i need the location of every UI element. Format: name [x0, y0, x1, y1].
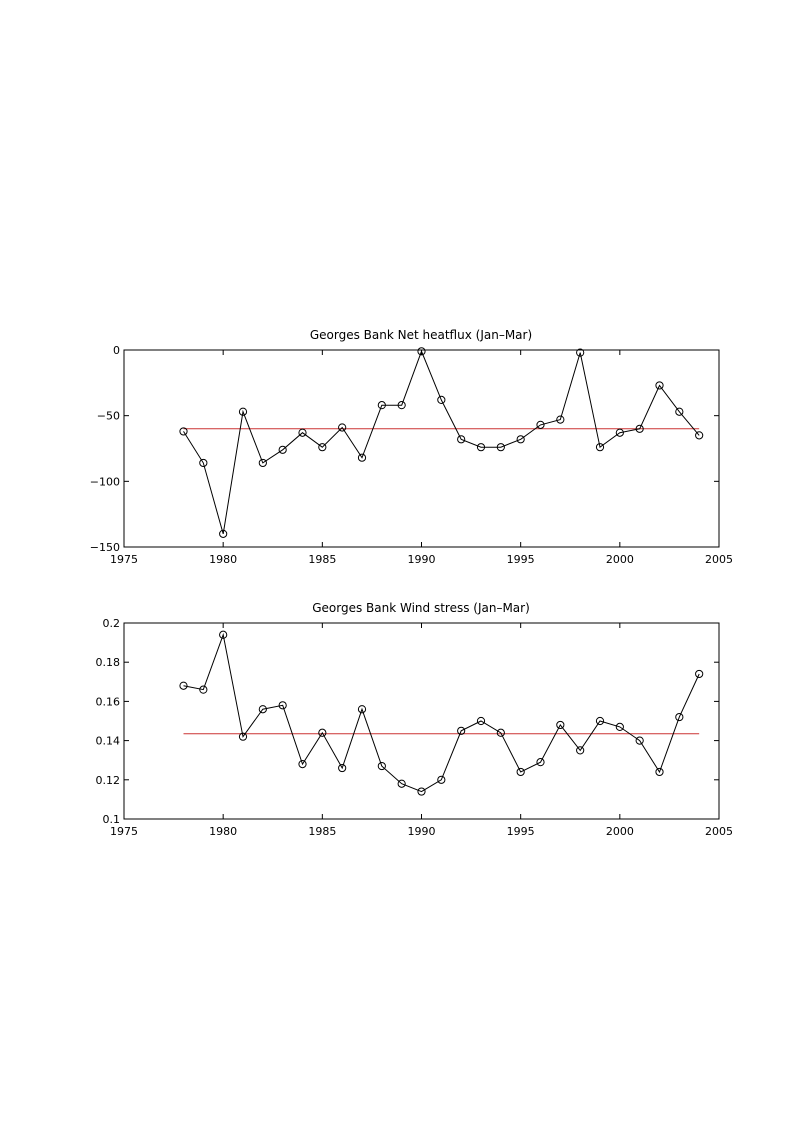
heatflux-data-point [615, 428, 624, 437]
windstress-ytick-label: 0.12 [96, 774, 121, 787]
windstress-data-point [635, 736, 644, 745]
windstress-data-point [595, 716, 605, 726]
heatflux-ytick-label: −50 [97, 410, 120, 423]
windstress-data-point [476, 716, 486, 726]
windstress-axes [123, 622, 720, 820]
heatflux-data-point [457, 435, 466, 444]
heatflux-ytick-label: −150 [90, 541, 120, 554]
windstress-ticks: 1975 1980 1985 1990 1995 2000 2005 0.1 0.12 0.14 0… [96, 617, 734, 838]
heatflux-panel: Georges Bank Net heatflux (Jan–Mar) 1975… [90, 328, 733, 566]
windstress-ytick-label: 0.1 [103, 813, 121, 826]
heatflux-data-point [298, 428, 307, 437]
windstress-xtick-label: 2005 [705, 825, 733, 838]
windstress-data-point [278, 701, 287, 710]
heatflux-data-point [219, 529, 228, 538]
heatflux-xtick-label: 2005 [705, 553, 733, 566]
heatflux-xtick-label: 1975 [110, 553, 138, 566]
heatflux-data-point [595, 443, 605, 452]
windstress-data-point [238, 732, 248, 741]
windstress-data-point [219, 630, 228, 639]
heatflux-data-point [695, 431, 704, 440]
heatflux-data-point [675, 407, 684, 416]
heatflux-series [179, 347, 704, 538]
windstress-ytick-label: 0.2 [103, 617, 121, 630]
heatflux-series-line [183, 349, 700, 535]
windstress-series [179, 630, 704, 796]
heatflux-data-point [516, 435, 525, 444]
windstress-xtick-label: 1990 [408, 825, 436, 838]
windstress-panel: Georges Bank Wind stress (Jan–Mar) 1975 1… [96, 601, 734, 838]
windstress-xtick-label: 1985 [308, 825, 336, 838]
windstress-data-point [556, 720, 565, 730]
windstress-data-point [576, 746, 585, 755]
windstress-data-point [258, 705, 267, 714]
heatflux-data-point [338, 423, 347, 432]
windstress-data-point [516, 767, 525, 777]
windstress-ytick-label: 0.14 [96, 735, 121, 748]
heatflux-data-point [437, 395, 446, 405]
windstress-data-point [675, 712, 684, 722]
heatflux-xtick-label: 2000 [606, 553, 634, 566]
heatflux-xtick-label: 1985 [308, 553, 336, 566]
heatflux-axes [123, 349, 720, 548]
windstress-data-point [397, 779, 406, 788]
windstress-data-point [179, 681, 188, 690]
heatflux-data-point [417, 347, 426, 356]
windstress-title: Georges Bank Wind stress (Jan–Mar) [312, 601, 530, 615]
windstress-data-point [338, 763, 347, 773]
windstress-data-point [318, 728, 327, 737]
windstress-ytick-label: 0.18 [96, 656, 121, 669]
windstress-data-point [496, 728, 505, 737]
windstress-data-point [615, 722, 624, 731]
heatflux-data-point [318, 443, 327, 452]
heatflux-data-point [576, 348, 585, 357]
windstress-data-point [437, 775, 446, 784]
heatflux-ytick-label: 0 [113, 344, 120, 357]
windstress-data-point [199, 685, 208, 694]
windstress-data-point [536, 758, 545, 767]
heatflux-xtick-label: 1990 [408, 553, 436, 566]
windstress-data-point [695, 669, 704, 679]
heatflux-xtick-label: 1980 [209, 553, 237, 566]
heatflux-ytick-label: −100 [90, 475, 120, 488]
heatflux-ticks: 1975 1980 1985 1990 1995 2000 2005 −150 −100 −50 0 [90, 344, 733, 566]
windstress-data-point [298, 760, 307, 769]
windstress-xtick-label: 2000 [606, 825, 634, 838]
heatflux-data-point [258, 458, 267, 468]
heatflux-data-point [556, 415, 565, 424]
windstress-ytick-label: 0.16 [96, 695, 121, 708]
heatflux-data-point [635, 424, 644, 433]
heatflux-data-point [476, 443, 486, 452]
heatflux-xtick-label: 1995 [507, 553, 535, 566]
heatflux-data-point [179, 427, 188, 436]
heatflux-title: Georges Bank Net heatflux (Jan–Mar) [310, 328, 532, 342]
windstress-xtick-label: 1980 [209, 825, 237, 838]
windstress-data-point [377, 761, 386, 771]
windstress-data-point [357, 705, 367, 714]
heatflux-data-point [357, 453, 367, 462]
heatflux-data-point [377, 401, 386, 410]
heatflux-data-point [238, 407, 248, 416]
windstress-data-point [655, 767, 664, 777]
windstress-series-line [183, 632, 700, 793]
windstress-xtick-label: 1975 [110, 825, 138, 838]
heatflux-data-point [199, 458, 208, 468]
windstress-data-point [457, 726, 466, 735]
heatflux-data-point [278, 445, 287, 454]
windstress-data-point [417, 787, 426, 796]
windstress-xtick-label: 1995 [507, 825, 535, 838]
heatflux-data-point [496, 443, 505, 452]
heatflux-data-point [536, 420, 545, 429]
heatflux-data-point [397, 401, 406, 410]
heatflux-data-point [655, 381, 664, 390]
